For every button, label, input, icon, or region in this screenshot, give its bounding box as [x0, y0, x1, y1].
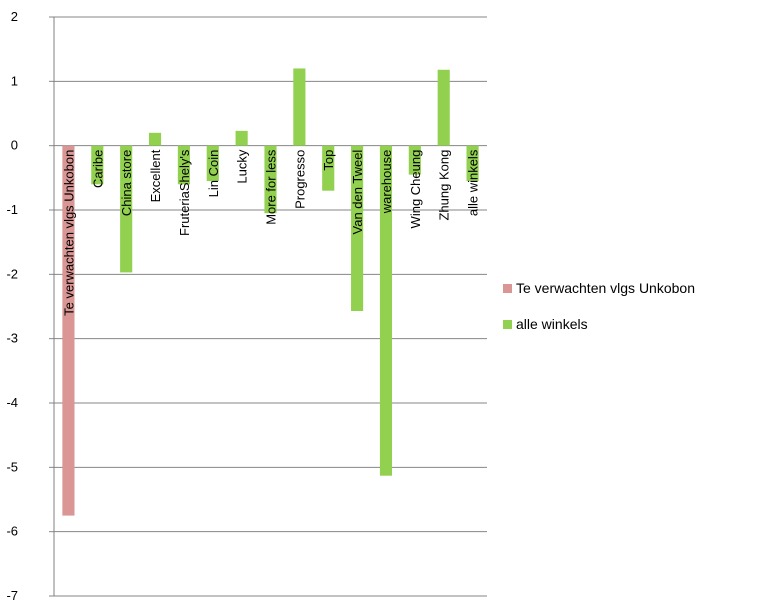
bar-5	[206, 145, 219, 182]
category-labels: Te verwachten vlgs Unkobon Caribe China st…	[61, 149, 480, 316]
y-tick-label: -5	[6, 459, 18, 474]
bar-8	[293, 68, 306, 146]
bar-0	[62, 145, 75, 516]
gridlines	[54, 16, 487, 597]
legend-label: alle winkels	[516, 316, 588, 332]
category-label: Zhung Kong	[437, 150, 452, 221]
category-label: Lucky	[235, 149, 250, 183]
bar-7	[264, 145, 277, 214]
y-tick-label: -2	[6, 266, 18, 281]
bar-6	[235, 130, 248, 146]
category-label: Excellent	[148, 149, 163, 202]
bar-13	[437, 69, 450, 146]
bar-10	[351, 145, 364, 312]
y-axis-ticks: 2 1 0 -1 -2 -3 -4 -5 -6 -7	[6, 9, 54, 603]
category-label: Lin Coin	[206, 150, 221, 198]
category-label: Te verwachten vlgs Unkobon	[61, 150, 76, 316]
category-label: China store	[119, 150, 134, 216]
y-tick-label: -3	[6, 331, 18, 346]
category-label: FruteriaShely's	[177, 149, 192, 236]
bar-4	[177, 145, 190, 185]
bar-11	[379, 145, 393, 476]
bar-1	[91, 145, 104, 185]
bars	[62, 68, 479, 516]
category-label: Van den Tweel	[350, 150, 365, 235]
legend-swatch	[503, 284, 512, 293]
y-tick-label: 2	[11, 9, 18, 24]
bar-12	[408, 145, 421, 175]
legend-swatch	[503, 320, 512, 329]
y-tick-label: -7	[6, 588, 18, 603]
bar-2	[120, 145, 133, 273]
y-tick-label: -6	[6, 524, 18, 539]
y-tick-label: -4	[6, 395, 18, 410]
category-label: Progresso	[292, 150, 307, 209]
bar-14	[466, 145, 479, 182]
legend: Te verwachten vlgs Unkobon alle winkels	[503, 280, 695, 332]
category-label: warehouse	[379, 150, 394, 215]
category-label: Wing Cheung	[408, 150, 423, 229]
bar-9	[322, 145, 335, 191]
y-tick-label: 1	[11, 73, 18, 88]
y-tick-label: 0	[11, 138, 18, 153]
category-label: Top	[321, 150, 336, 171]
legend-label: Te verwachten vlgs Unkobon	[516, 280, 695, 296]
y-tick-label: -1	[6, 202, 18, 217]
bar-3	[148, 132, 162, 146]
category-label: alle winkels	[466, 149, 481, 216]
category-label: More for less	[264, 149, 279, 225]
category-label: Caribe	[90, 150, 105, 188]
